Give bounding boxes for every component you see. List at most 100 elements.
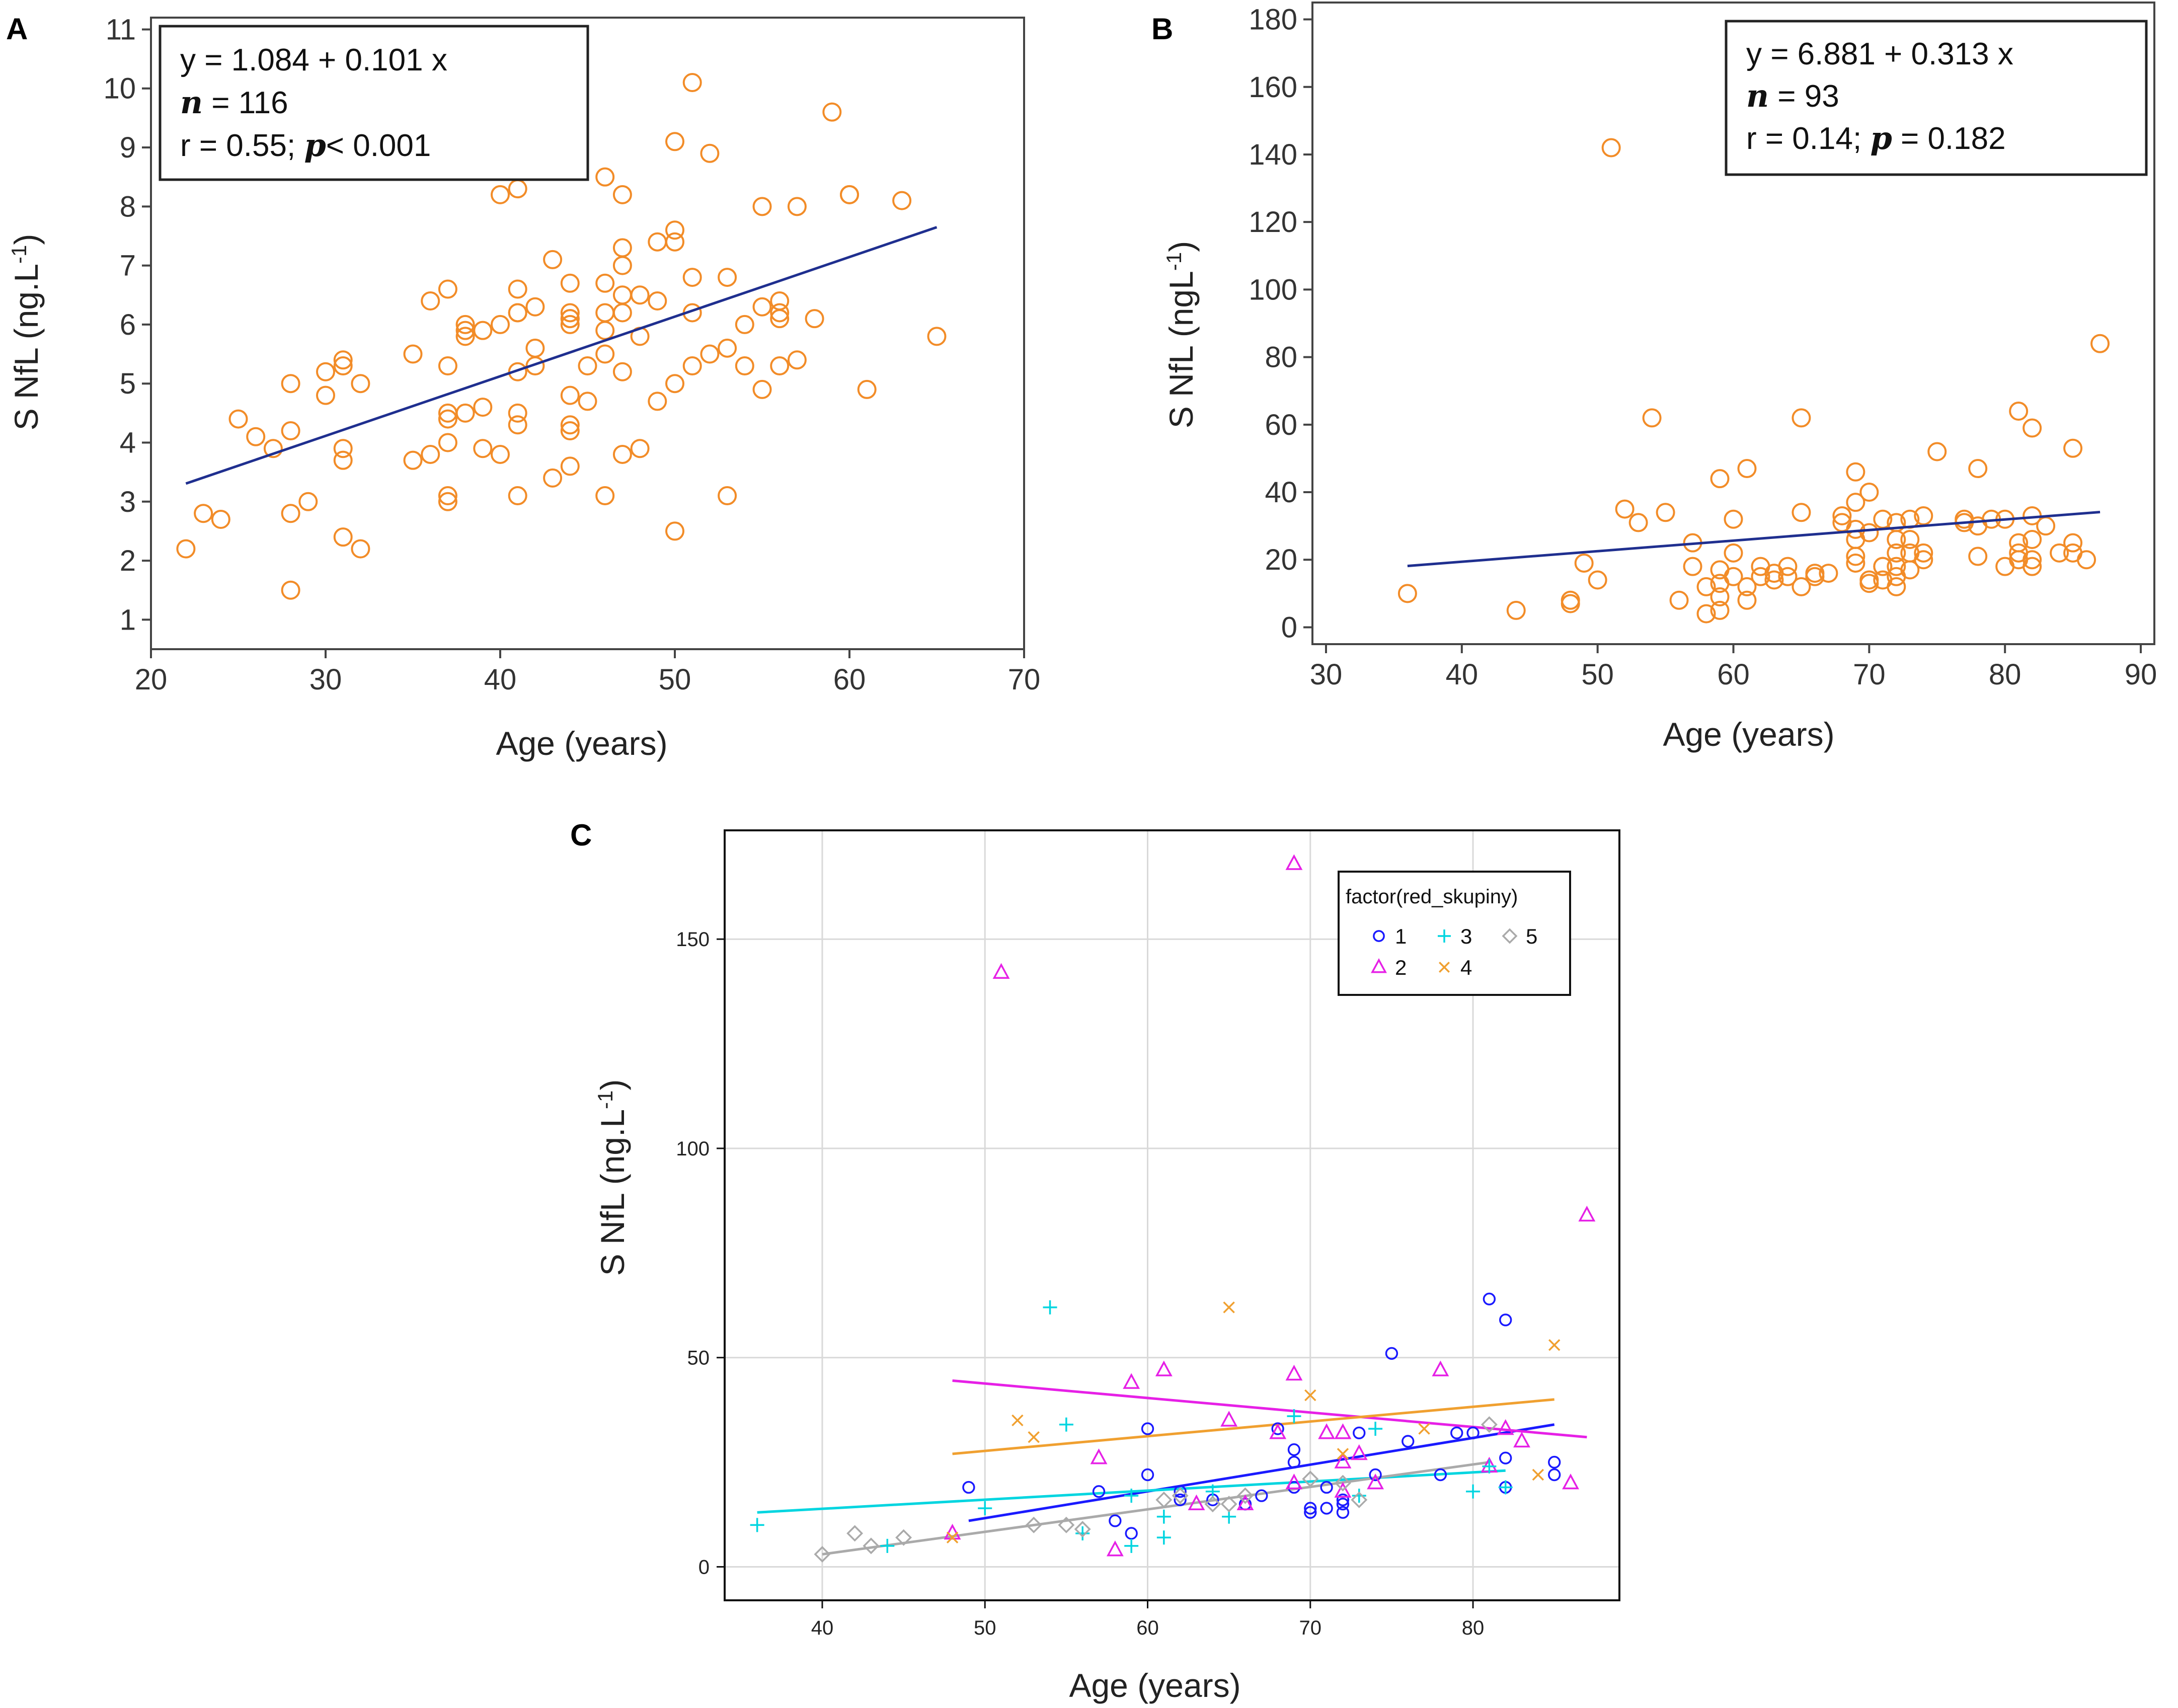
data-point (1367, 1473, 1384, 1490)
panel-b-stats: r = 0.14; p = 0.182 (1746, 120, 2006, 157)
panel-c-y-title-main: S NfL (ng.L (594, 1109, 631, 1276)
data-point (1778, 567, 1798, 586)
data-point (1710, 600, 1730, 620)
data-point (491, 444, 510, 464)
panel-a: A 20 30 40 50 60 70 1 2 3 4 5 6 7 8 9 10 11 y = 1.084 + … (6, 12, 1040, 762)
data-point (1336, 1506, 1350, 1519)
data-point (735, 356, 754, 376)
data-point (194, 504, 213, 523)
data-point (1846, 493, 1865, 512)
data-point (1141, 1468, 1154, 1482)
data-point (281, 504, 300, 523)
data-point (1155, 1360, 1173, 1376)
data-point (1090, 1448, 1108, 1464)
data-point (700, 344, 720, 364)
data-point (1432, 1360, 1449, 1376)
x-tick-label: 60 (1717, 658, 1750, 691)
data-point (1642, 408, 1662, 428)
data-point (665, 521, 684, 541)
data-point (978, 1501, 992, 1516)
data-point (1450, 1426, 1463, 1440)
data-point (2090, 334, 2110, 353)
panel-a-n-value: = 116 (203, 86, 288, 120)
y-tick-label: 80 (1265, 341, 1297, 374)
panel-a-points (176, 73, 947, 600)
y-tick-label: 8 (120, 190, 136, 223)
data-point (1792, 408, 1811, 428)
data-point (1669, 590, 1689, 610)
panel-a-r: r = 0.55; (180, 128, 304, 163)
data-point (473, 321, 493, 340)
data-point (962, 1481, 975, 1494)
y-tick-label: 60 (1265, 409, 1297, 441)
data-point (1578, 1205, 1596, 1222)
data-point (1125, 1527, 1138, 1540)
y-tick-label: 1 (120, 603, 136, 636)
data-point (1269, 1423, 1287, 1439)
x-tick-label: 30 (309, 663, 342, 696)
data-point (560, 421, 580, 441)
panel-b-y-title-sup: -1 (1162, 252, 1186, 271)
data-point (1506, 600, 1526, 620)
data-point (1792, 503, 1811, 522)
data-point (438, 492, 457, 511)
legend-label-3: 3 (1460, 924, 1472, 948)
data-point (805, 309, 824, 329)
data-point (578, 356, 597, 376)
data-point (846, 1525, 864, 1542)
data-point (1074, 1521, 1091, 1538)
y-tick-label: 9 (120, 131, 136, 164)
data-point (1481, 1416, 1498, 1433)
data-point (665, 232, 684, 252)
y-tick-label: 140 (1249, 138, 1297, 171)
panel-a-plot-frame (150, 17, 1025, 650)
data-point (648, 291, 667, 310)
data-point (578, 392, 597, 411)
data-point (560, 273, 580, 293)
data-point (228, 409, 248, 429)
data-point (612, 444, 632, 464)
data-point (508, 415, 527, 435)
panel-b-annotation-box (1725, 20, 2148, 176)
data-point (1304, 1389, 1316, 1402)
data-point (1220, 1496, 1237, 1513)
data-point (718, 268, 737, 287)
data-point (1927, 442, 1947, 461)
data-point (508, 362, 527, 381)
data-point (1887, 513, 1906, 532)
panel-letter-b: B (1151, 12, 1173, 46)
y-tick-label: 100 (1249, 273, 1297, 306)
panel-b-n-label: n (1746, 77, 1769, 114)
panel-b-regression (1407, 511, 2101, 568)
y-tick-label: 2 (120, 545, 136, 577)
panel-b-n: n = 93 (1746, 77, 1839, 114)
data-point (1628, 513, 1648, 532)
data-point (1059, 1417, 1073, 1432)
data-point (1320, 1481, 1333, 1494)
panel-b-axes: 30 40 50 60 70 80 90 0 20 40 60 80 100 120 140 160 180 (1249, 4, 2157, 691)
data-point (1737, 459, 1757, 479)
panel-b-y-title: S NfL (ngL-1) (1162, 241, 1200, 428)
legend-marker-2 (1371, 958, 1387, 973)
data-point (1058, 1516, 1075, 1533)
fit-line-group-4 (952, 1398, 1554, 1455)
x-tick-label: 70 (1853, 658, 1886, 691)
data-point (1483, 1292, 1496, 1305)
data-point (1724, 509, 1743, 529)
data-point (787, 350, 807, 370)
panel-a-equation: y = 1.084 + 0.101 x (180, 43, 447, 77)
regression-line (1407, 511, 2101, 568)
panel-c-x-title: Age (years) (1069, 1667, 1240, 1704)
y-tick-label: 0 (698, 1556, 710, 1578)
data-point (421, 291, 440, 310)
data-point (1710, 587, 1730, 607)
data-point (1204, 1496, 1221, 1513)
data-point (525, 356, 545, 376)
data-point (1350, 1444, 1368, 1460)
legend-marker-3 (1438, 929, 1451, 943)
data-point (612, 285, 632, 305)
data-point (648, 392, 667, 411)
data-point (595, 303, 615, 323)
panel-c-y-title: S NfL (ng.L-1) (593, 1079, 632, 1276)
data-point (1601, 138, 1621, 158)
